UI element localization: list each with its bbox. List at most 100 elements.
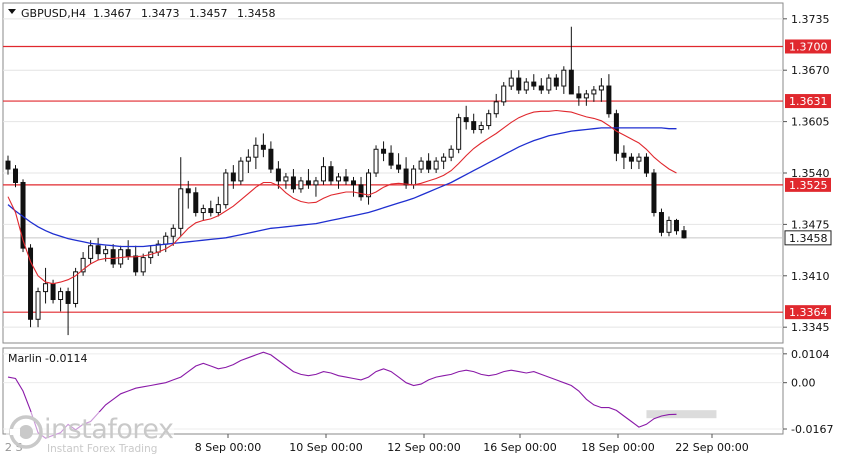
candle-body-bullish <box>493 101 499 115</box>
candle-body-bullish <box>313 180 319 186</box>
candle-body-bearish <box>403 168 409 186</box>
candle-body-bullish <box>320 166 326 182</box>
candle-body-bearish <box>673 219 679 232</box>
candle-body-bullish <box>140 257 146 273</box>
candle-body-bearish <box>208 208 214 214</box>
candle-body-bullish <box>508 77 514 87</box>
level-label-box <box>785 39 831 54</box>
candle-body-bullish <box>88 245 94 259</box>
price-tick-label: 1.3475 <box>791 218 830 231</box>
indicator-value: -0.0114 <box>45 352 87 365</box>
candle-body-bullish <box>456 117 462 150</box>
watermark-tagline: Instant Forex Trading <box>47 443 158 455</box>
candlestick-series <box>5 26 687 336</box>
horizontal-levels <box>3 45 783 313</box>
candle-body-bullish <box>591 89 597 95</box>
candle-body-bearish <box>50 283 56 301</box>
candle-body-bearish <box>658 212 664 233</box>
time-tick-label: 22 Sep 00:00 <box>675 441 748 454</box>
chart-symbol-timeframe: GBPUSD,H4 <box>21 7 86 20</box>
price-tick-label: 1.3670 <box>791 64 830 77</box>
candle-body-bullish <box>223 172 229 206</box>
time-tick-label: 16 Sep 00:00 <box>483 441 556 454</box>
candle-body-bullish <box>411 168 417 186</box>
candle-body-bullish <box>298 180 304 190</box>
ma-fast-line <box>7 109 677 285</box>
candle-body-bullish <box>486 113 492 127</box>
price-tick-label: 1.3410 <box>791 270 830 283</box>
moving-averages <box>7 109 677 285</box>
candle-body-bullish <box>73 271 79 304</box>
candle-body-bullish <box>418 160 424 170</box>
candle-body-bearish <box>125 249 131 257</box>
candle-body-bullish <box>441 156 447 162</box>
candle-body-bullish <box>215 204 221 214</box>
candle-body-bullish <box>598 85 604 91</box>
level-label-box <box>785 177 831 192</box>
candle-body-bearish <box>643 156 649 174</box>
current-price-label: 1.3458 <box>789 232 828 245</box>
candle-body-bearish <box>606 85 612 115</box>
candle-body-bearish <box>553 77 559 87</box>
price-tick-label: 1.3605 <box>791 116 830 129</box>
marlin-line <box>7 351 677 439</box>
time-axis: 8 Sep 00:00 10 Sep 00:00 12 Sep 00:00 16 Se… <box>5 434 749 454</box>
candle-body-bearish <box>538 85 544 91</box>
level-label: 1.3700 <box>789 40 828 53</box>
time-tick-label: 12 Sep 00:00 <box>387 441 460 454</box>
indicator-tick-label: 0.0104 <box>791 348 830 361</box>
candle-body-bearish <box>185 188 191 194</box>
candle-body-bullish <box>163 235 169 245</box>
candle-body-bullish <box>523 81 529 91</box>
price-tick-label: 1.3540 <box>791 167 830 180</box>
price-grid <box>3 18 783 328</box>
candle-body-bearish <box>426 160 432 170</box>
level-label: 1.3631 <box>789 95 828 108</box>
candle-body-bullish <box>448 148 454 158</box>
candle-body-bullish <box>170 227 176 237</box>
candle-body-bearish <box>613 113 619 154</box>
chart-ohlc-open: 1.3467 <box>93 7 132 20</box>
candle-body-bullish <box>636 156 642 162</box>
candle-body-bearish <box>230 172 236 182</box>
candle-body-bullish <box>245 156 251 162</box>
candle-body-bearish <box>13 168 19 183</box>
candle-body-bearish <box>268 148 274 170</box>
candle-body-bearish <box>193 192 199 214</box>
candle-body-bullish <box>373 148 379 174</box>
current-price-box <box>784 230 832 246</box>
candle-body-bullish <box>666 219 672 233</box>
level-label-box <box>785 305 831 320</box>
candle-body-bearish <box>358 184 364 198</box>
candle-body-bearish <box>531 81 537 87</box>
candle-body-bearish <box>343 176 349 182</box>
candle-body-bullish <box>58 291 64 301</box>
candle-body-bearish <box>133 255 139 273</box>
time-tick-label: 8 Sep 00:00 <box>195 441 261 454</box>
candle-body-bearish <box>110 249 116 265</box>
candle-body-bearish <box>463 117 469 123</box>
candle-body-bearish <box>290 176 296 190</box>
time-tick-label: 18 Sep 00:00 <box>581 441 654 454</box>
candle-body-bearish <box>576 93 582 99</box>
candle-body-bearish <box>621 152 627 158</box>
collapse-triangle-icon[interactable] <box>8 9 16 14</box>
candle-body-bullish <box>238 160 244 182</box>
candle-body-bearish <box>260 144 266 150</box>
candle-body-bullish <box>583 93 589 99</box>
instaforex-logo-icon <box>9 415 43 449</box>
candle-body-bullish <box>35 291 41 320</box>
candle-body-bullish <box>433 160 439 170</box>
indicator-name: Marlin <box>8 352 42 365</box>
marlin-series <box>7 351 677 439</box>
indicator-shade <box>646 410 717 419</box>
candle-body-bearish <box>628 156 634 162</box>
candle-body-bullish <box>366 172 372 198</box>
candle-body-bearish <box>305 180 311 186</box>
level-label-box <box>785 94 831 109</box>
candle-body-bearish <box>471 121 477 131</box>
candle-body-bullish <box>501 85 507 103</box>
candle-body-bearish <box>516 77 522 91</box>
candle-body-bullish <box>253 144 259 158</box>
